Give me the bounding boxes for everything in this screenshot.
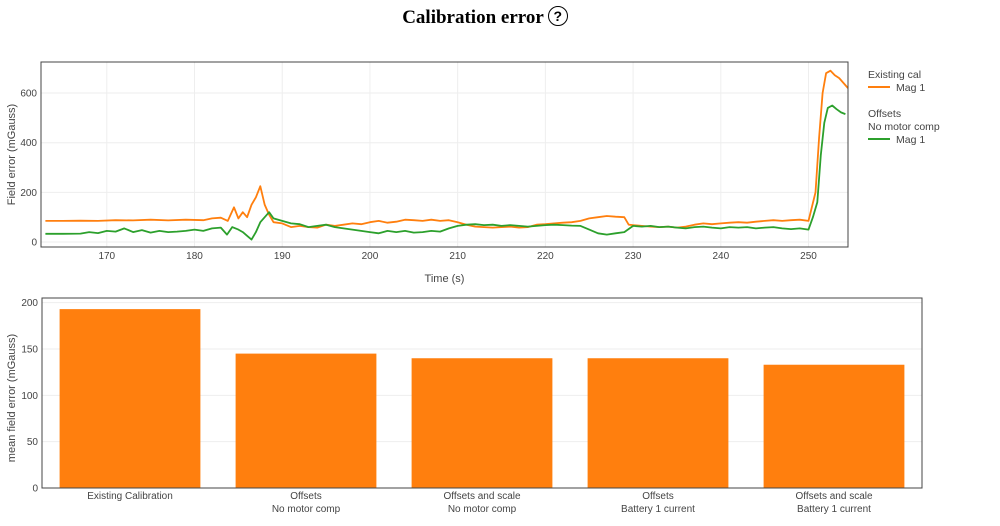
category-label: Existing Calibration — [87, 491, 173, 502]
y-tick-label: 600 — [20, 89, 37, 100]
category-label: Offsets — [290, 491, 322, 502]
x-tick-label: 220 — [537, 251, 554, 262]
bar — [59, 309, 201, 488]
y-axis-title: Field error (mGauss) — [6, 104, 18, 205]
bar — [235, 353, 377, 488]
bar — [763, 364, 905, 488]
x-tick-label: 240 — [712, 251, 729, 262]
y-axis-title: mean field error (mGauss) — [6, 334, 18, 462]
category-label: Offsets and scale — [443, 491, 521, 502]
bar — [411, 358, 553, 488]
legend-entry: Mag 1 — [896, 134, 925, 146]
y-tick-label: 50 — [27, 437, 39, 448]
y-tick-label: 0 — [31, 238, 37, 249]
x-tick-label: 170 — [98, 251, 115, 262]
y-tick-label: 200 — [20, 188, 37, 199]
x-tick-label: 250 — [800, 251, 817, 262]
help-icon[interactable]: ? — [547, 6, 568, 26]
plot-frame — [40, 61, 849, 248]
x-tick-label: 230 — [625, 251, 642, 262]
bar — [587, 358, 729, 488]
category-label: Offsets and scale — [795, 491, 873, 502]
category-label: Battery 1 current — [621, 504, 695, 515]
legend-group-title: Offsets — [868, 108, 901, 120]
title-text: Calibration error — [402, 7, 544, 28]
plot-frame — [41, 297, 923, 489]
x-tick-label: 200 — [362, 251, 379, 262]
y-tick-label: 150 — [21, 344, 38, 355]
series-line — [45, 104, 846, 241]
y-tick-label: 0 — [32, 484, 38, 495]
y-tick-label: 100 — [21, 391, 38, 402]
category-label: No motor comp — [272, 504, 341, 515]
legend-group-title: No motor comp — [868, 121, 940, 133]
x-tick-label: 180 — [186, 251, 203, 262]
x-tick-label: 190 — [274, 251, 291, 262]
y-tick-label: 200 — [21, 298, 38, 309]
series-line — [45, 69, 849, 229]
legend-entry: Mag 1 — [896, 82, 925, 94]
category-label: No motor comp — [448, 504, 517, 515]
category-label: Offsets — [642, 491, 674, 502]
x-axis-title: Time (s) — [425, 273, 465, 285]
line-chart[interactable]: 170 180 190 200 210 220 230 240 250 0 200 400 600 Tim… — [0, 0, 1000, 290]
x-tick-label: 210 — [449, 251, 466, 262]
category-label: Battery 1 current — [797, 504, 871, 515]
chart-title: Calibration error? — [0, 6, 970, 29]
legend-group-title: Existing cal — [868, 69, 921, 81]
y-tick-label: 400 — [20, 138, 37, 149]
